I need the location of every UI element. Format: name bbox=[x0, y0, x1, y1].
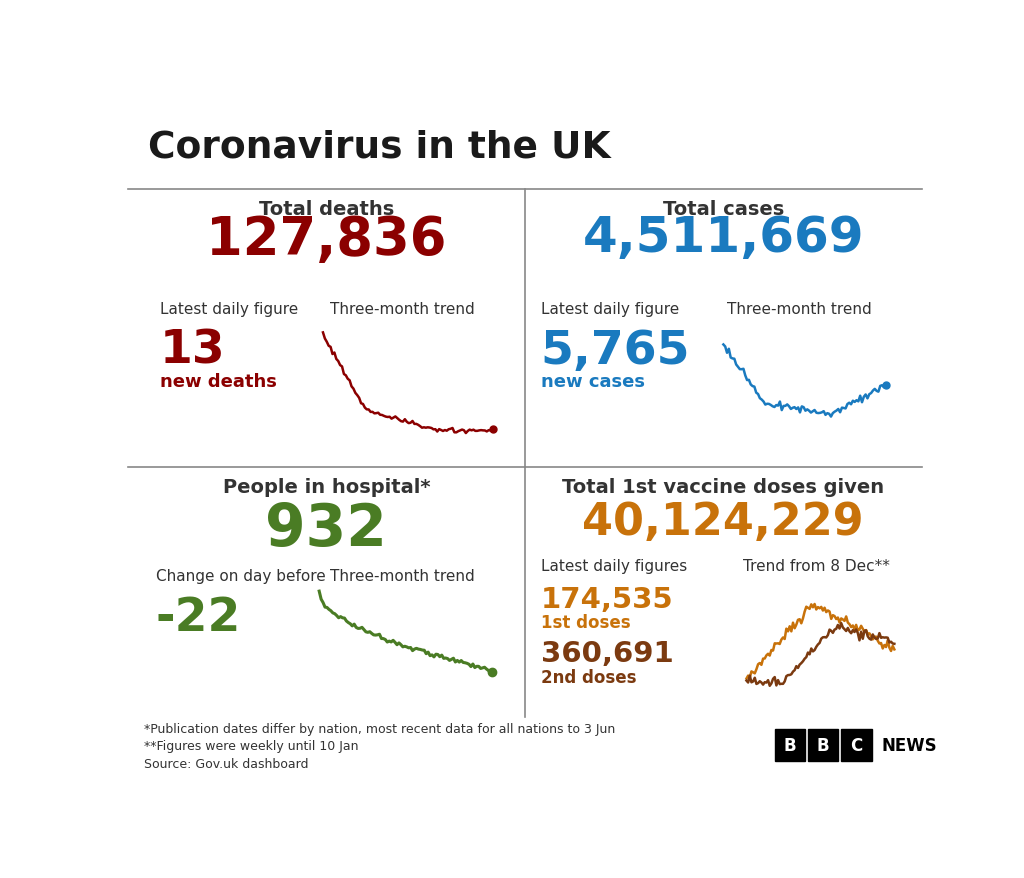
Text: Three-month trend: Three-month trend bbox=[727, 301, 871, 316]
Text: 360,691: 360,691 bbox=[541, 639, 674, 667]
Text: Trend from 8 Dec**: Trend from 8 Dec** bbox=[743, 558, 890, 573]
Text: Coronavirus in the UK: Coronavirus in the UK bbox=[147, 129, 610, 165]
FancyBboxPatch shape bbox=[808, 729, 839, 761]
Text: 40,124,229: 40,124,229 bbox=[583, 500, 864, 543]
Text: 127,836: 127,836 bbox=[206, 213, 446, 265]
Text: Latest daily figures: Latest daily figures bbox=[541, 558, 687, 573]
Text: B: B bbox=[817, 736, 829, 754]
Text: 932: 932 bbox=[265, 500, 387, 558]
Text: 5,765: 5,765 bbox=[541, 328, 690, 373]
Text: Total 1st vaccine doses given: Total 1st vaccine doses given bbox=[562, 478, 885, 496]
Text: Change on day before: Change on day before bbox=[156, 568, 326, 584]
Text: 1st doses: 1st doses bbox=[541, 614, 631, 632]
Text: Latest daily figure: Latest daily figure bbox=[541, 301, 679, 316]
Text: C: C bbox=[850, 736, 862, 754]
Text: Three-month trend: Three-month trend bbox=[331, 568, 475, 584]
Text: Source: Gov.uk dashboard: Source: Gov.uk dashboard bbox=[143, 757, 308, 770]
Text: **Figures were weekly until 10 Jan: **Figures were weekly until 10 Jan bbox=[143, 739, 358, 752]
FancyBboxPatch shape bbox=[775, 729, 805, 761]
Text: People in hospital*: People in hospital* bbox=[222, 478, 430, 496]
Text: 2nd doses: 2nd doses bbox=[541, 668, 636, 686]
Text: new cases: new cases bbox=[541, 372, 645, 391]
Text: Total cases: Total cases bbox=[663, 200, 783, 219]
Text: Total deaths: Total deaths bbox=[259, 200, 394, 219]
Text: Three-month trend: Three-month trend bbox=[331, 301, 475, 316]
Text: 13: 13 bbox=[160, 328, 225, 373]
Text: -22: -22 bbox=[156, 595, 241, 640]
Text: 4,511,669: 4,511,669 bbox=[583, 213, 864, 262]
Text: Latest daily figure: Latest daily figure bbox=[160, 301, 298, 316]
Text: new deaths: new deaths bbox=[160, 372, 276, 391]
Text: NEWS: NEWS bbox=[881, 736, 937, 754]
FancyBboxPatch shape bbox=[842, 729, 871, 761]
Text: 174,535: 174,535 bbox=[541, 586, 674, 614]
Text: *Publication dates differ by nation, most recent data for all nations to 3 Jun: *Publication dates differ by nation, mos… bbox=[143, 722, 615, 735]
Text: B: B bbox=[783, 736, 797, 754]
